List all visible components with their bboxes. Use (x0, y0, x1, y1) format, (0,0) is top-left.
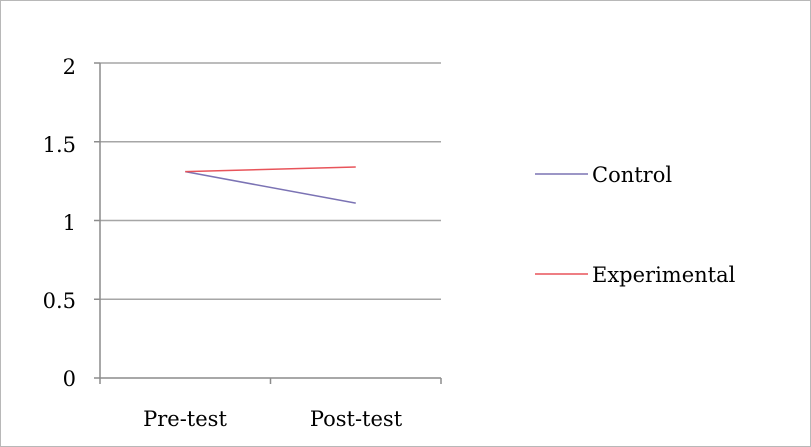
series-line-control (185, 170, 356, 204)
y-tick-label: 0.5 (43, 289, 76, 313)
y-tick-label: 1.5 (43, 133, 76, 157)
x-tick-labels: Pre-test Post-test (143, 407, 403, 431)
legend-label-control: Control (592, 163, 672, 187)
legend-label-experimental: Experimental (592, 263, 736, 287)
y-tick-label: 2 (63, 55, 76, 79)
x-tick-label: Pre-test (143, 407, 227, 431)
legend: Control Experimental (535, 163, 736, 287)
gridlines (100, 62, 441, 300)
x-tick-label: Post-test (310, 407, 403, 431)
series-line-experimental (185, 166, 356, 173)
axes (94, 62, 442, 384)
y-tick-labels: 0 0.5 1 1.5 2 (43, 55, 76, 391)
series-lines (185, 166, 356, 204)
y-tick-label: 1 (63, 211, 76, 235)
y-tick-label: 0 (63, 367, 76, 391)
